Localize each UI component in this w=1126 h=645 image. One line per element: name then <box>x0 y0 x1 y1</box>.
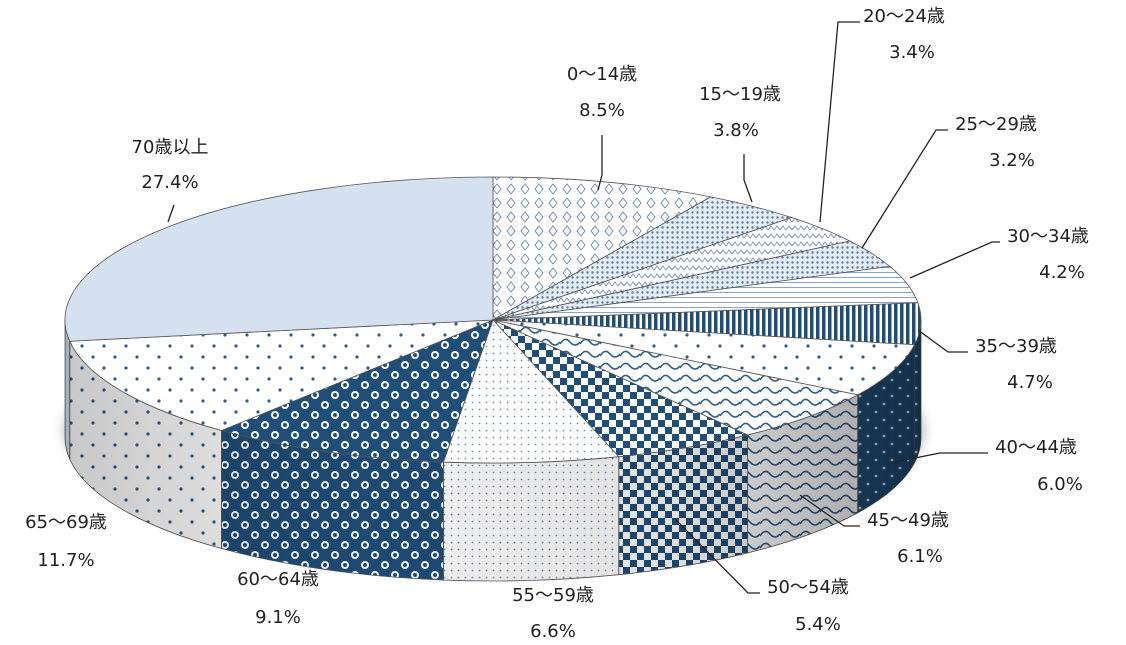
slice-label-6: 35～39歳 <box>975 336 1057 357</box>
leader-line-2 <box>743 154 753 203</box>
leader-line-9 <box>675 519 760 594</box>
pie-slice-9 <box>492 319 749 458</box>
slice-label-10: 55～59歳 <box>512 585 594 606</box>
slice-label-7: 40～44歳 <box>995 437 1077 458</box>
pie-top <box>64 176 922 464</box>
pie-slice-10 <box>442 319 620 464</box>
leader-line-6 <box>917 329 968 353</box>
leader-lines <box>167 21 1000 594</box>
slice-label-8: 45～49歳 <box>867 510 949 531</box>
slice-value-4: 3.2% <box>989 150 1035 171</box>
leader-line-7 <box>889 452 988 464</box>
leader-line-4 <box>861 129 948 249</box>
slice-value-2: 3.8% <box>713 120 759 141</box>
slice-label-2: 15～19歳 <box>699 84 781 105</box>
slice-value-6: 4.7% <box>1007 372 1053 393</box>
pie-slice-13 <box>64 176 494 342</box>
slice-value-13: 27.4% <box>141 172 198 193</box>
slice-label-13: 70歳以上 <box>132 137 209 158</box>
leader-line-3 <box>819 21 860 223</box>
slice-label-9: 50～54歳 <box>767 577 849 598</box>
slice-value-11: 9.1% <box>255 607 301 628</box>
slice-label-5: 30～34歳 <box>1007 226 1089 247</box>
slice-label-12: 65～69歳 <box>25 512 107 533</box>
slice-label-11: 60～64歳 <box>237 569 319 590</box>
pie-slice-11 <box>220 319 494 463</box>
slice-labels: 0～14歳 8.5% 15～19歳 3.8% 20～24歳 3.4% 25～29歳 3.2% 3… <box>25 6 1089 642</box>
slice-label-1: 0～14歳 <box>567 64 637 85</box>
leader-line-13 <box>167 204 175 223</box>
slice-value-10: 6.6% <box>530 621 576 642</box>
slice-value-8: 6.1% <box>897 546 943 567</box>
pie-sides <box>64 319 922 582</box>
leader-line-8 <box>799 494 860 527</box>
slice-value-7: 6.0% <box>1037 474 1083 495</box>
slice-value-3: 3.4% <box>889 42 935 63</box>
pie-side-shading <box>65 320 921 581</box>
pie-slice-8 <box>492 319 859 436</box>
leader-line-1 <box>597 135 603 191</box>
slice-value-1: 8.5% <box>579 100 625 121</box>
slice-label-4: 25～29歳 <box>955 114 1037 135</box>
slice-value-9: 5.4% <box>795 614 841 635</box>
pie-slice-12 <box>69 319 494 431</box>
slice-label-3: 20～24歳 <box>863 6 945 27</box>
pie-slice-1 <box>492 176 712 321</box>
pie-slice-7 <box>492 319 916 396</box>
slice-value-5: 4.2% <box>1039 262 1085 283</box>
leader-line-5 <box>909 241 1000 279</box>
slice-value-12: 11.7% <box>37 550 94 571</box>
